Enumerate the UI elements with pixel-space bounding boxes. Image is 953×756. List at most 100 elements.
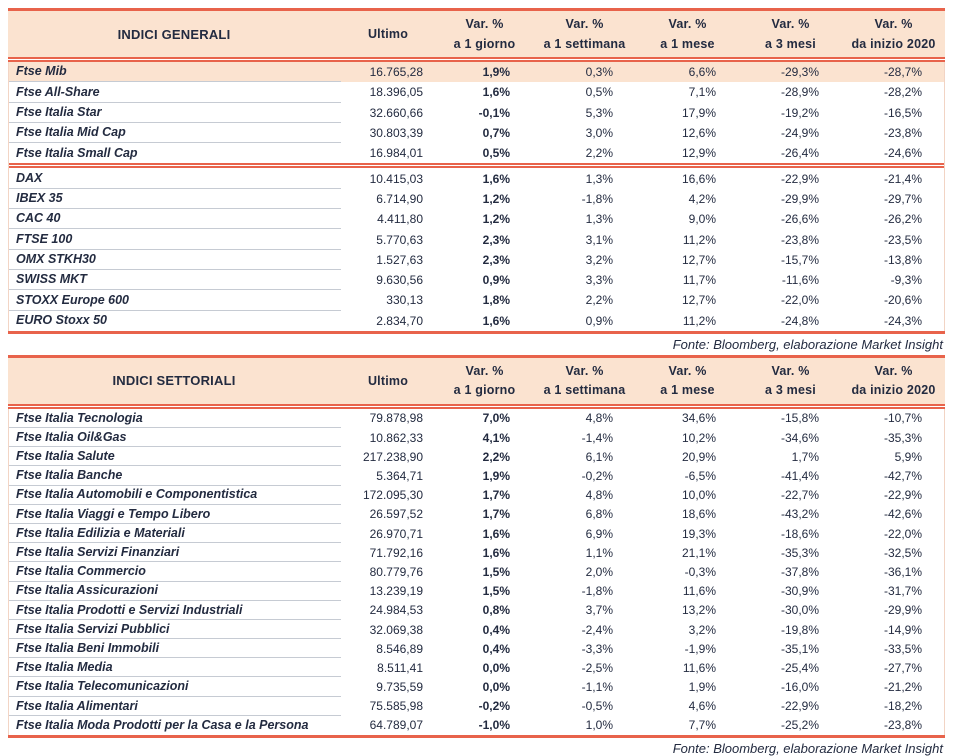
var-1-settimana-cell: 0,3% [585,66,613,79]
table-row: Ftse Italia Servizi Finanziari 71.792,16 1… [9,543,944,563]
var-1-settimana-cell: -1,8% [581,192,613,205]
col-header-var-inizio-2020: Var. % da inizio 2020 [842,365,945,397]
table-row: Ftse Italia Servizi Pubblici 32.069,38 0,4… [9,620,944,640]
var-3-mesi-cell: -11,6% [781,274,819,287]
table-row: Ftse Italia Moda Prodotti per la Casa e … [9,716,944,735]
table-row: Ftse Italia Assicurazioni 13.239,19 1,5% -1… [9,582,944,601]
ultimo-cell: 8.511,41 [377,661,423,674]
col-header-line2: a 1 giorno [453,36,516,51]
col-header-line2: a 1 settimana [543,36,626,51]
var-1-settimana-cell: 1,3% [585,172,613,185]
var-inizio-2020-cell: -23,5% [883,233,922,246]
ultimo-cell: 217.238,90 [362,450,423,463]
col-header-var-3-mesi: Var. % a 3 mesi [739,365,842,397]
var-3-mesi-cell: -25,2% [780,719,819,732]
var-3-mesi-cell: -22,9% [780,700,819,713]
var-1-settimana-cell: 2,0% [585,565,613,578]
var-1-giorno-cell: 1,5% [482,585,510,598]
ultimo-cell: 32.660,66 [369,106,423,119]
var-1-mese-cell: 12,7% [681,294,716,307]
var-inizio-2020-cell: -23,8% [883,719,922,732]
table-row: Ftse Italia Small Cap 16.984,01 0,5% 2,2% 12… [9,143,944,163]
var-inizio-2020-cell: -36,1% [883,565,922,578]
index-name-cell: Ftse Italia Tecnologia [9,409,341,429]
index-name-cell: CAC 40 [9,209,341,230]
col-header-line1: Var. % [771,363,810,378]
var-inizio-2020-cell: -26,2% [883,213,922,226]
table-row: Ftse Italia Alimentari 75.585,98 -0,2% -0,5… [9,697,944,716]
index-name-cell: Ftse Italia Salute [9,447,341,467]
var-1-settimana-cell: 5,3% [585,106,613,119]
var-1-giorno-cell: -1,0% [478,719,510,732]
var-1-giorno-cell: 1,2% [482,192,510,205]
table-row: Ftse Italia Automobili e Componentistica… [9,486,944,505]
var-1-mese-cell: -6,5% [684,470,716,483]
var-1-giorno-cell: 1,8% [482,294,510,307]
index-name-cell: Ftse Italia Small Cap [16,146,138,161]
section-divider [9,163,944,169]
index-name-cell: Ftse Italia Mid Cap [9,123,341,144]
var-1-mese-cell: 19,3% [681,527,716,540]
var-1-settimana-cell: 1,3% [585,213,613,226]
var-1-giorno-cell: 2,3% [482,253,510,266]
var-1-giorno-cell: 1,5% [482,565,510,578]
table-row: Ftse Italia Media 8.511,41 0,0% -2,5% 11,6% -… [9,658,944,678]
col-header-line2: da inizio 2020 [851,36,936,51]
index-name-cell: Ftse Italia Star [9,103,341,123]
index-name-cell: Ftse Italia Moda Prodotti per la Casa e … [16,718,309,733]
var-1-mese-cell: 21,1% [681,546,716,559]
var-1-mese-cell: 10,0% [681,489,716,502]
index-name-cell: SWISS MKT [9,270,341,291]
table-header-row: INDICI SETTORIALI Ultimo Var. % a 1 gior… [8,357,945,404]
var-1-mese-cell: 9,0% [688,213,716,226]
col-header-var-1-giorno: Var. % a 1 giorno [436,365,533,397]
var-inizio-2020-cell: -20,6% [883,294,922,307]
var-1-mese-cell: -1,9% [684,642,716,655]
var-1-settimana-cell: 3,0% [585,127,613,140]
var-1-settimana-cell: -0,2% [581,470,613,483]
table-title: INDICI GENERALI [117,26,231,42]
table-top-border [8,354,945,358]
var-3-mesi-cell: -19,8% [780,623,819,636]
index-name-cell: Ftse Italia Alimentari [9,697,341,716]
index-name-cell: Ftse Italia Servizi Pubblici [9,620,341,640]
source-note: Fonte: Bloomberg, elaborazione Market In… [672,741,943,756]
var-inizio-2020-cell: -29,9% [883,604,922,617]
var-1-mese-cell: 6,6% [688,66,716,79]
var-1-settimana-cell: 3,7% [585,604,613,617]
table-row: Ftse Italia Oil&Gas 10.862,33 4,1% -1,4% 10,… [9,428,944,448]
index-name-cell: IBEX 35 [9,189,341,210]
var-1-giorno-cell: 0,9% [482,274,510,287]
ultimo-cell: 16.984,01 [369,147,423,160]
var-3-mesi-cell: -30,9% [780,585,819,598]
col-header-ultimo: Ultimo [367,27,409,41]
var-1-mese-cell: 1,9% [688,681,716,694]
var-1-settimana-cell: 3,3% [585,274,613,287]
var-1-giorno-cell: 4,1% [482,431,510,444]
ultimo-cell: 6.714,90 [376,192,423,205]
col-header-line2: a 3 mesi [765,383,816,398]
table-indici-settoriali: INDICI SETTORIALI Ultimo Var. % a 1 gior… [8,354,945,739]
header-divider [8,57,945,62]
col-header-line1: Var. % [565,363,604,378]
var-1-mese-cell: 7,7% [688,719,716,732]
var-1-mese-cell: 18,6% [681,508,716,521]
table-row: Ftse Italia Banche 5.364,71 1,9% -0,2% -6,5%… [9,466,944,486]
var-1-settimana-cell: -2,4% [581,623,613,636]
var-1-mese-cell: 11,2% [682,314,716,327]
table-row: Ftse Italia Viaggi e Tempo Libero 26.597,… [9,505,944,524]
var-1-giorno-cell: -0,2% [478,700,510,713]
var-3-mesi-cell: -41,4% [780,470,819,483]
index-name-cell: Ftse Italia Servizi Finanziari [9,543,341,563]
ultimo-cell: 4.411,80 [377,213,423,226]
index-name-cell: STOXX Europe 600 [9,290,341,311]
table-row: Ftse Italia Salute 217.238,90 2,2% 6,1% 20,9… [9,447,944,467]
index-name-cell: EURO Stoxx 50 [16,313,108,328]
var-3-mesi-cell: -22,9% [780,172,819,185]
var-3-mesi-cell: -29,9% [780,192,819,205]
table-row: Ftse Italia Telecomunicazioni 9.735,59 0,0… [9,677,944,697]
ultimo-cell: 16.765,28 [369,66,423,79]
var-1-settimana-cell: 2,2% [585,147,613,160]
var-inizio-2020-cell: -24,3% [883,314,922,327]
